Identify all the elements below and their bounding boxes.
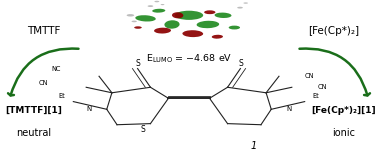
Text: TMTTF: TMTTF [27, 26, 60, 36]
Ellipse shape [147, 5, 153, 7]
Text: S: S [135, 59, 140, 67]
Ellipse shape [127, 14, 134, 17]
Ellipse shape [229, 26, 240, 29]
Text: CN: CN [318, 84, 327, 90]
Ellipse shape [237, 7, 243, 9]
Text: S: S [238, 59, 243, 67]
Ellipse shape [243, 2, 248, 4]
Ellipse shape [175, 11, 203, 20]
Ellipse shape [152, 9, 165, 13]
Ellipse shape [215, 13, 231, 18]
Text: CN: CN [38, 80, 48, 86]
Text: Et: Et [312, 93, 319, 99]
Ellipse shape [183, 30, 203, 37]
Text: N: N [287, 106, 292, 112]
Text: NC: NC [51, 65, 60, 72]
Ellipse shape [204, 10, 215, 14]
Text: [Fe(Cp*)₂]: [Fe(Cp*)₂] [308, 26, 359, 36]
Text: Et: Et [59, 93, 66, 99]
Text: $\mathrm{E_{LUMO}}$ = −4.68 eV: $\mathrm{E_{LUMO}}$ = −4.68 eV [146, 53, 232, 65]
Ellipse shape [132, 21, 137, 22]
Text: [Fe(Cp*)₂][1]: [Fe(Cp*)₂][1] [312, 106, 376, 115]
Text: [TMTTF][1]: [TMTTF][1] [6, 106, 62, 115]
Ellipse shape [212, 35, 223, 39]
Text: CN: CN [305, 73, 314, 79]
Ellipse shape [154, 28, 171, 34]
Ellipse shape [134, 26, 142, 29]
Ellipse shape [197, 21, 219, 28]
Ellipse shape [172, 12, 183, 18]
Ellipse shape [135, 15, 156, 22]
Text: 1: 1 [250, 141, 256, 151]
Ellipse shape [164, 20, 180, 29]
Text: neutral: neutral [17, 128, 51, 138]
Text: S: S [140, 125, 145, 134]
Ellipse shape [161, 4, 164, 5]
Text: N: N [86, 106, 91, 112]
Text: ionic: ionic [333, 128, 355, 138]
Ellipse shape [155, 1, 160, 2]
